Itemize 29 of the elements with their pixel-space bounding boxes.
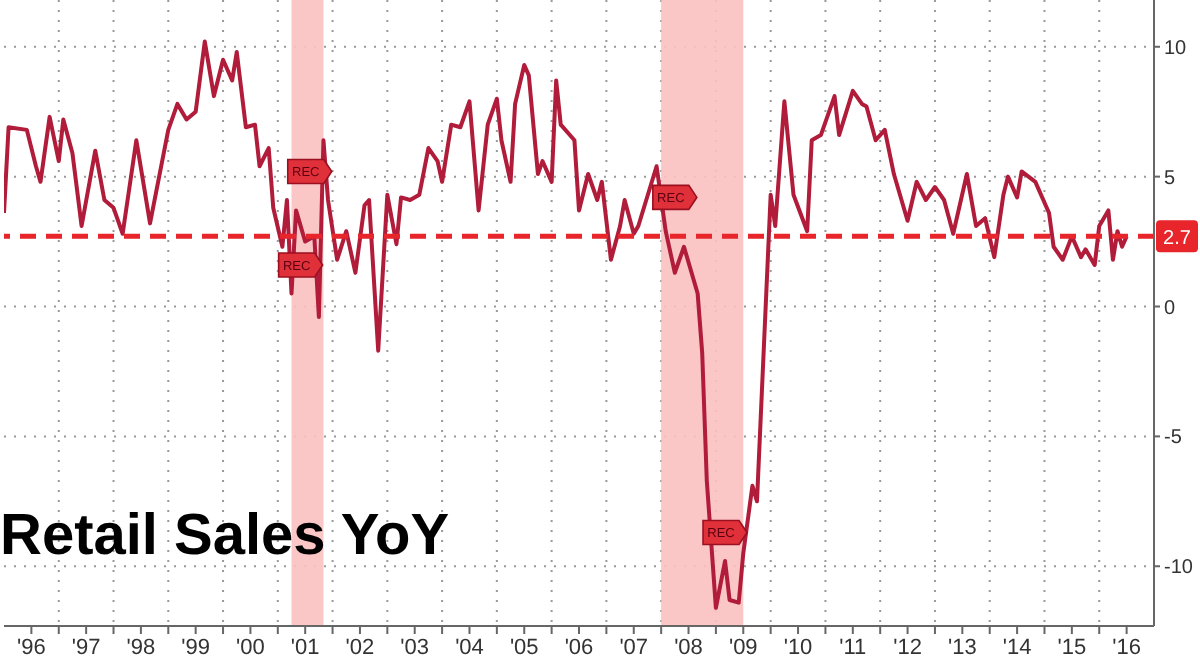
x-tick-label: '13 — [947, 635, 977, 660]
y-tick-label: 10 — [1164, 37, 1188, 60]
text: Retail Sales YoY — [0, 504, 450, 570]
x-tick-label: '14 — [1002, 635, 1032, 660]
x-tick-label: '07 — [619, 635, 649, 660]
x-tick-label: '06 — [564, 635, 594, 660]
x-tick-label: '05 — [509, 635, 539, 660]
x-tick-label: '03 — [400, 635, 430, 660]
x-tick-label: '16 — [1112, 635, 1141, 660]
x-tick-label: '04 — [455, 635, 484, 660]
y-tick-label: -10 — [1164, 557, 1194, 580]
y-tick-label: 0 — [1164, 297, 1176, 320]
x-tick-label: '96 — [17, 635, 46, 660]
x-tick-label: '97 — [71, 635, 101, 660]
ref-line-label: 2.7 — [1163, 228, 1192, 251]
x-tick-label: '00 — [236, 635, 265, 660]
x-tick-label: '12 — [893, 635, 922, 660]
x-tick-label: '09 — [728, 635, 758, 660]
x-tick-label: '98 — [126, 635, 156, 660]
y-tick-label: 5 — [1164, 167, 1176, 190]
x-tick-label: '11 — [839, 635, 867, 660]
x-tick-label: '02 — [345, 635, 375, 660]
y-tick-label: -5 — [1164, 427, 1183, 450]
x-tick-label: '99 — [181, 635, 211, 660]
x-tick-label: '01 — [290, 635, 320, 660]
line-series — [4, 39, 1129, 610]
x-tick-label: '15 — [1057, 635, 1087, 660]
x-tick-label: '08 — [674, 635, 703, 660]
x-tick-label: '10 — [783, 635, 813, 660]
